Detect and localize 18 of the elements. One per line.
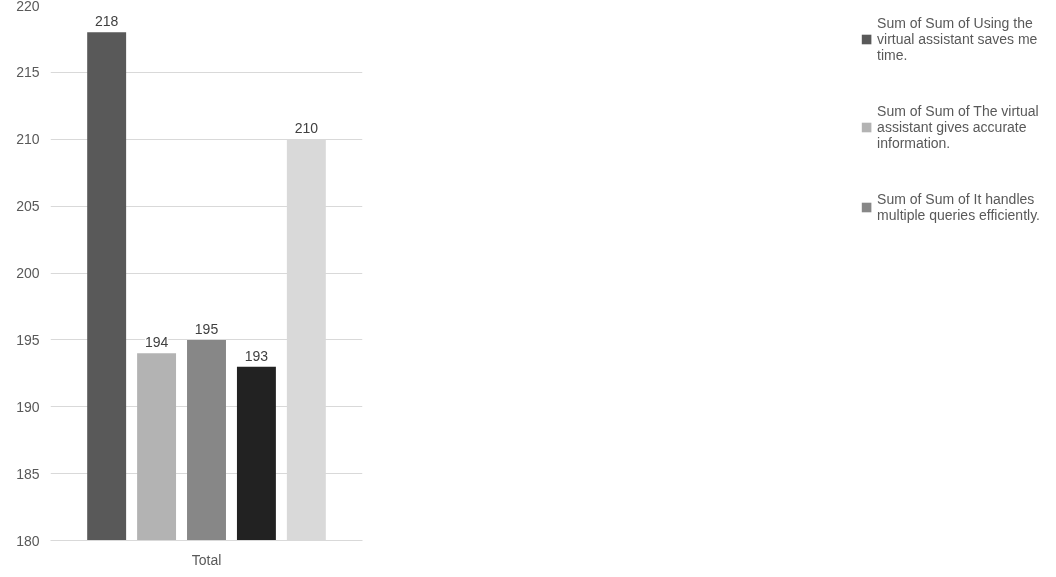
y-tick-label: 205 (16, 198, 40, 215)
y-tick-label: 215 (16, 64, 40, 81)
data-label: 210 (294, 120, 319, 137)
legend-label: Sum of Sum of Using the virtual assistant saves me time. (877, 15, 1038, 63)
y-tick-label: 220 (16, 0, 40, 14)
legend-label: Sum of Sum of The virtual assistant gives accurate information. (877, 103, 1039, 151)
y-tick-label: 210 (16, 131, 40, 148)
y-tick-label: 190 (16, 398, 40, 415)
y-tick-label: 185 (16, 465, 40, 482)
data-label: 218 (94, 13, 119, 30)
x-tick-label: Total (191, 551, 222, 568)
y-tick-label: 180 (16, 532, 40, 549)
y-tick-label: 200 (16, 265, 40, 281)
data-label: 193 (244, 347, 269, 364)
y-tick-label: 195 (16, 331, 40, 348)
data-label: 195 (194, 320, 219, 337)
data-label: 194 (144, 334, 169, 351)
legend-label: Sum of Sum of It handles multiple queries efficiently. (877, 191, 1040, 223)
